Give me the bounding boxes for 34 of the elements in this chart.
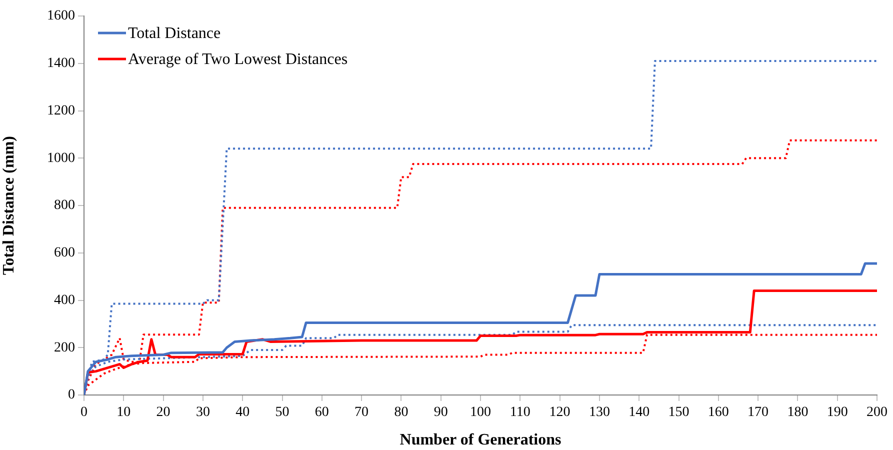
x-tick-label: 200 — [866, 405, 888, 420]
y-tick-label: 800 — [54, 198, 75, 214]
legend-label: Average of Two Lowest Distances — [128, 51, 348, 68]
x-tick-label: 140 — [628, 405, 650, 420]
x-tick-label: 40 — [236, 405, 250, 420]
x-tick-label: 160 — [708, 405, 729, 420]
x-tick-label: 90 — [434, 405, 448, 420]
x-tick-label: 150 — [668, 405, 690, 420]
x-tick-label: 10 — [116, 405, 131, 420]
x-tick-label: 130 — [588, 405, 610, 420]
y-tick-label: 0 — [68, 388, 75, 403]
x-tick-label: 70 — [354, 405, 369, 420]
x-tick-label: 110 — [510, 405, 530, 420]
y-tick-label: 1000 — [47, 150, 75, 166]
x-tick-label: 180 — [787, 405, 808, 420]
y-tick-label: 1600 — [47, 8, 75, 24]
y-tick-label: 1200 — [47, 103, 75, 118]
x-tick-label: 30 — [196, 405, 210, 420]
x-tick-label: 50 — [275, 405, 290, 420]
x-tick-label: 100 — [470, 405, 491, 420]
x-tick-label: 20 — [156, 405, 170, 420]
x-tick-label: 190 — [826, 405, 848, 420]
x-tick-label: 120 — [549, 405, 570, 420]
y-tick-label: 400 — [54, 292, 75, 308]
x-tick-label: 170 — [748, 405, 769, 420]
y-tick-label: 200 — [54, 340, 75, 356]
y-tick-label: 600 — [54, 246, 75, 261]
y-tick-label: 1400 — [47, 56, 75, 72]
legend-label: Total Distance — [128, 25, 221, 42]
x-tick-label: 60 — [314, 405, 329, 420]
x-tick-label: 80 — [394, 405, 408, 420]
x-tick-label: 0 — [80, 405, 88, 420]
y-axis-title: Total Distance (mm) — [0, 136, 18, 275]
x-axis-title: Number of Generations — [400, 432, 562, 449]
